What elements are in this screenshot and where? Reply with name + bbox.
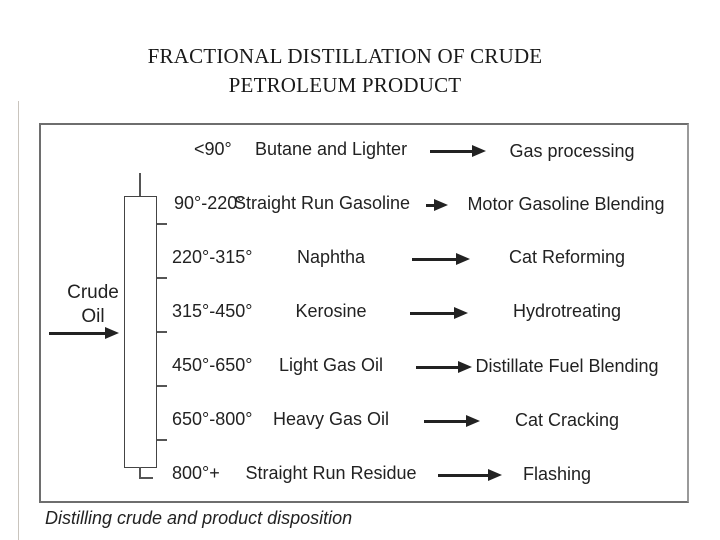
title-line-2: PETROLEUM PRODUCT: [228, 73, 462, 97]
bottom-pipe: [139, 467, 141, 479]
temperature-label: 450°-650°: [172, 355, 253, 375]
feed-label-line-2: Oil: [81, 306, 105, 327]
disposition-label: Gas processing: [509, 141, 635, 161]
draw-tick: [157, 385, 167, 387]
flow-arrow: [424, 415, 480, 427]
disposition-label: Motor Gasoline Blending: [467, 194, 665, 214]
page-title: FRACTIONAL DISTILLATION OF CRUDE PETROLE…: [0, 42, 690, 100]
product-label: Butane and Lighter: [254, 139, 408, 159]
draw-tick: [139, 477, 153, 479]
diagram-frame: Crude Oil <90° Butane and Lighter Gas pr…: [39, 123, 689, 503]
draw-tick: [157, 439, 167, 441]
disposition-label: Cat Reforming: [508, 247, 626, 267]
temperature-label: 220°-315°: [172, 247, 253, 267]
feed-arrow: [49, 327, 119, 339]
disposition-label: Distillate Fuel Blending: [475, 356, 659, 376]
product-label: Straight Run Residue: [245, 463, 417, 483]
disposition-label: Cat Cracking: [514, 410, 620, 430]
flow-arrow: [426, 199, 448, 211]
temperature-label: <90°: [194, 139, 232, 159]
temperature-label: 800°+: [172, 463, 220, 483]
crude-oil-label: Crude Oil: [63, 281, 123, 329]
temperature-label: 315°-450°: [172, 301, 253, 321]
temperature-label: 90°-220°: [174, 193, 245, 213]
product-label: Heavy Gas Oil: [272, 409, 390, 429]
distillation-column: [124, 196, 157, 468]
flow-arrow: [438, 469, 502, 481]
product-label: Kerosine: [295, 301, 367, 321]
disposition-label: Hydrotreating: [512, 301, 622, 321]
flow-arrow: [410, 307, 468, 319]
flow-arrow: [430, 145, 486, 157]
top-pipe: [139, 173, 141, 197]
diagram-image: Crude Oil <90° Butane and Lighter Gas pr…: [18, 101, 709, 540]
product-label: Light Gas Oil: [278, 355, 384, 375]
feed-label-line-1: Crude: [67, 282, 119, 303]
product-label: Straight Run Gasoline: [233, 193, 411, 213]
flow-arrow: [416, 361, 472, 373]
product-label: Naphtha: [296, 247, 366, 267]
flow-arrow: [412, 253, 470, 265]
draw-tick: [157, 331, 167, 333]
disposition-label: Flashing: [522, 464, 592, 484]
draw-tick: [157, 277, 167, 279]
diagram-caption: Distilling crude and product disposition: [45, 508, 353, 528]
temperature-label: 650°-800°: [172, 409, 253, 429]
draw-tick: [157, 223, 167, 225]
title-line-1: FRACTIONAL DISTILLATION OF CRUDE: [147, 44, 543, 68]
